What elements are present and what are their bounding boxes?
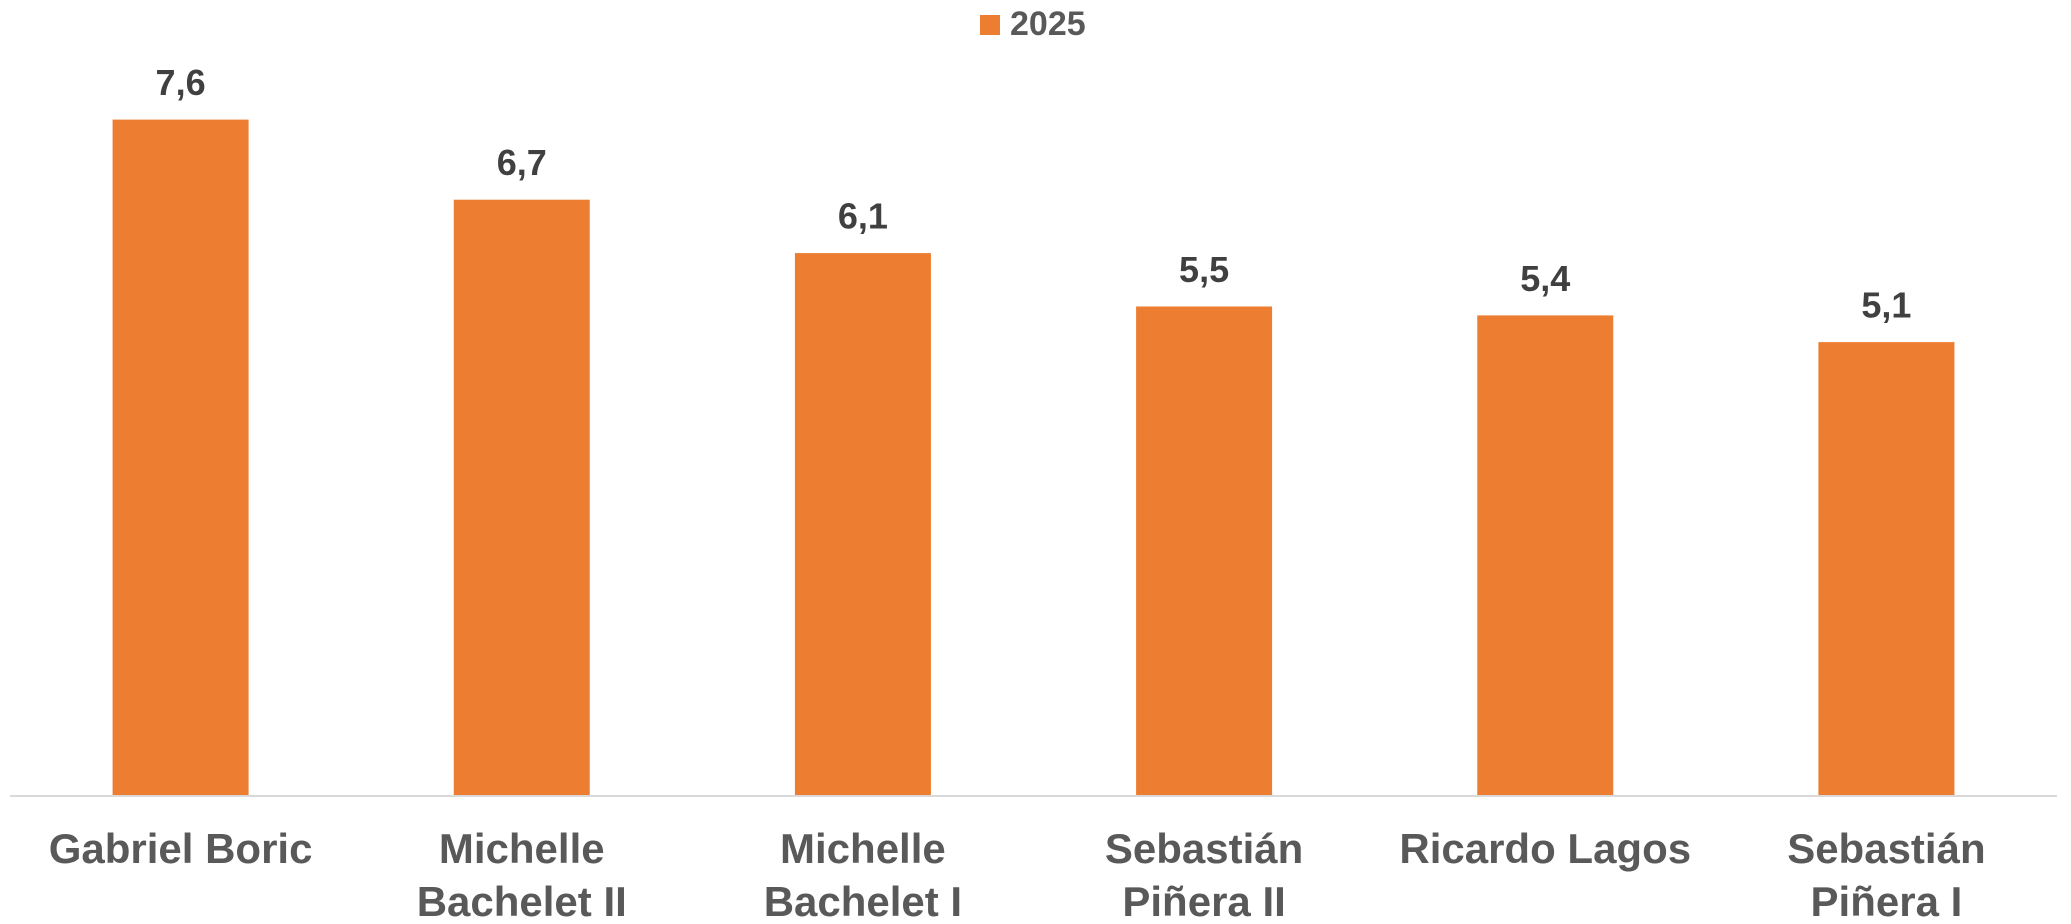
data-label: 5,4: [1520, 258, 1570, 299]
bar: [794, 253, 931, 797]
data-label: 7,6: [156, 62, 206, 103]
x-tick-label: Michelle Bachelet I: [763, 825, 963, 924]
bar: [1477, 315, 1614, 796]
x-tick-label: Sebastián Piñera II: [1104, 825, 1304, 924]
x-tick-label: Gabriel Boric: [48, 825, 313, 872]
data-label: 6,1: [838, 196, 888, 237]
x-tick-label: Michelle Bachelet II: [416, 825, 627, 924]
data-label: 6,7: [497, 142, 547, 183]
bar: [453, 199, 590, 796]
x-tick-label: Sebastián Piñera I: [1787, 825, 1986, 924]
bar: [1818, 342, 1955, 796]
data-label: 5,1: [1861, 285, 1911, 326]
legend-swatch: [980, 15, 1000, 35]
x-tick-label: Ricardo Lagos: [1399, 825, 1692, 872]
legend-label: 2025: [1010, 5, 1086, 43]
bar: [112, 119, 249, 797]
data-label: 5,5: [1179, 249, 1229, 290]
bar: [1136, 306, 1273, 796]
